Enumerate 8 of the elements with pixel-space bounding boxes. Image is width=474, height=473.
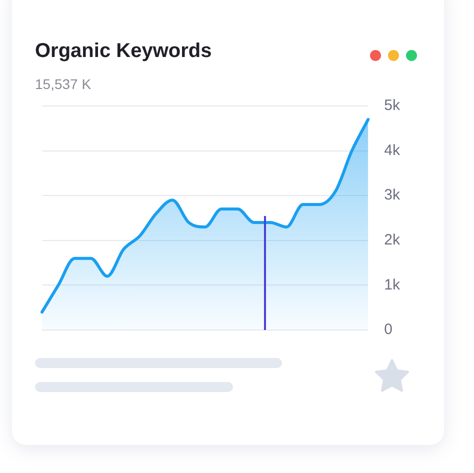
y-tick-label: 3k — [384, 186, 400, 204]
chart-subtitle: 15,537 K — [35, 76, 92, 92]
y-tick-label: 4k — [384, 142, 400, 159]
chart-title: Organic Keywords — [35, 40, 212, 63]
y-tick-label: 2k — [384, 232, 400, 249]
y-tick-label: 5k — [384, 97, 400, 114]
y-tick-label: 0 — [384, 321, 392, 338]
y-tick-label: 1k — [384, 276, 400, 294]
